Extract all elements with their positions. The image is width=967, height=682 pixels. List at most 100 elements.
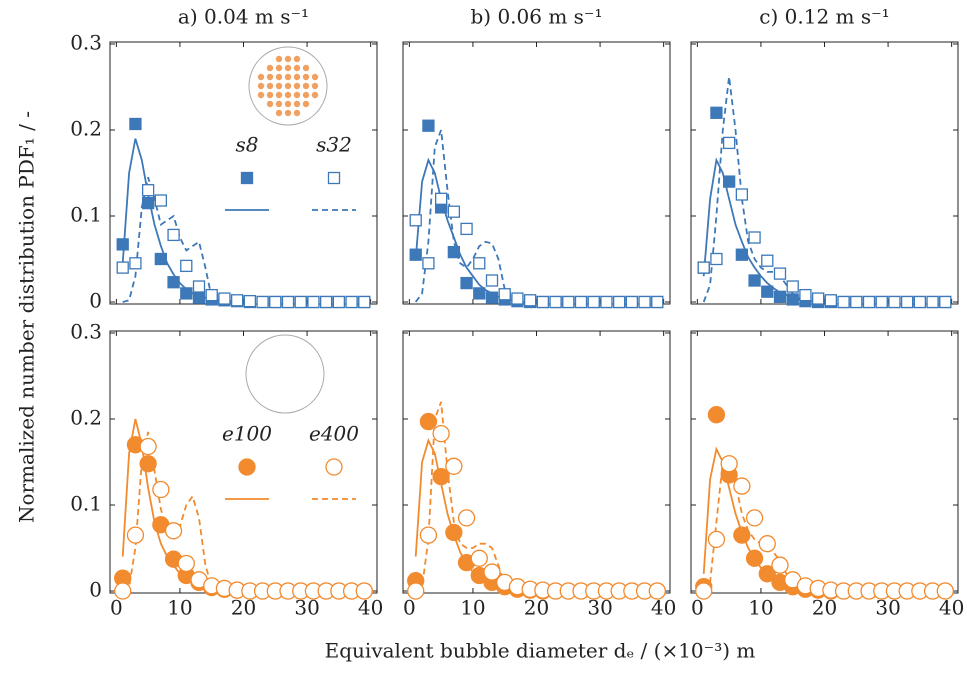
inset-dot [275,100,283,108]
marker [407,582,425,600]
y-tick-label: 0 [89,578,102,602]
inset-dot [293,109,301,117]
marker [900,295,914,309]
plot-frame [690,41,959,305]
marker [167,276,180,289]
marker [745,549,764,567]
inset-circle-e [245,334,325,414]
x-tick-label: 30 [294,596,319,620]
marker [460,222,473,236]
marker [139,455,157,473]
fit-line [414,157,537,303]
marker [154,252,168,266]
y-tick-label: 0.1 [70,203,102,227]
y-axis-label: Normalized number distribution PDF₁ / - [15,111,39,523]
inset-dot [284,64,292,72]
marker [862,295,876,309]
inset-dot [275,109,283,117]
x-tick-label: 0 [691,596,704,620]
marker [786,280,799,293]
marker [549,295,562,309]
marker [745,509,764,527]
inset-dot [275,73,283,81]
marker [141,184,155,197]
marker [837,295,850,309]
marker [773,267,787,280]
inset-dot [293,55,301,63]
marker [243,294,257,308]
marker [294,295,307,309]
x-tick-label: 40 [358,596,383,620]
marker [651,295,664,309]
marker [180,287,193,300]
marker [638,295,651,309]
x-tick-label: 40 [651,596,676,620]
inset-dot [302,73,310,81]
marker [409,248,422,261]
marker [733,526,751,544]
marker [485,274,499,287]
fit-line [414,129,537,303]
inset-dot [266,82,274,90]
inset-dot [302,91,310,99]
marker [419,526,438,544]
marker [939,295,952,309]
marker [720,455,738,473]
marker [735,248,749,261]
marker [710,252,723,266]
marker [748,231,761,244]
inset-dot [266,91,274,99]
marker [888,295,901,309]
marker [523,294,537,307]
marker [205,288,218,302]
marker [758,535,776,553]
marker [129,117,142,131]
marker [707,530,726,549]
legend-marker [327,171,341,185]
inset-dot [275,55,283,63]
x-axis-label: Equivalent bubble diameter dₑ / (×10⁻³) … [325,639,756,663]
marker [722,136,736,150]
marker [457,509,476,527]
marker [536,295,550,309]
marker [192,280,206,293]
marker [447,205,461,218]
inset-dot [266,73,274,81]
panel: 0 0.1 0.2 0.3 0 10 20 30 40 e100 e400 [70,320,383,620]
marker [511,292,524,305]
inset-dot [257,82,265,90]
inset-dot [293,82,301,90]
marker [409,214,422,227]
marker [281,295,295,309]
marker [355,582,373,600]
inset-dot [266,64,274,72]
marker [256,295,269,309]
inset-dot [293,100,301,108]
inset-dot [266,100,274,108]
y-tick-label: 0.1 [70,492,102,516]
legend-label: s32 [316,133,352,157]
marker [434,192,448,205]
marker [307,295,320,309]
fit-line [702,157,825,303]
marker [498,288,511,301]
x-tick-label: 30 [875,596,900,620]
marker [419,412,438,431]
marker [697,261,710,274]
x-tick-label: 10 [167,596,192,620]
marker [722,175,736,188]
y-tick-label: 0.3 [70,320,102,344]
marker [748,274,761,287]
panel: a) 0.04 m s⁻¹ 0 0.1 0.2 0.3 s8 s32 [70,5,378,313]
marker [773,290,787,303]
inset-dot [284,82,292,90]
marker [733,477,751,495]
marker [936,582,954,600]
marker [695,582,713,600]
marker [345,295,358,309]
marker [432,424,450,443]
marker [707,406,726,424]
panel-title: a) 0.04 m s⁻¹ [178,5,309,29]
marker [218,292,231,305]
